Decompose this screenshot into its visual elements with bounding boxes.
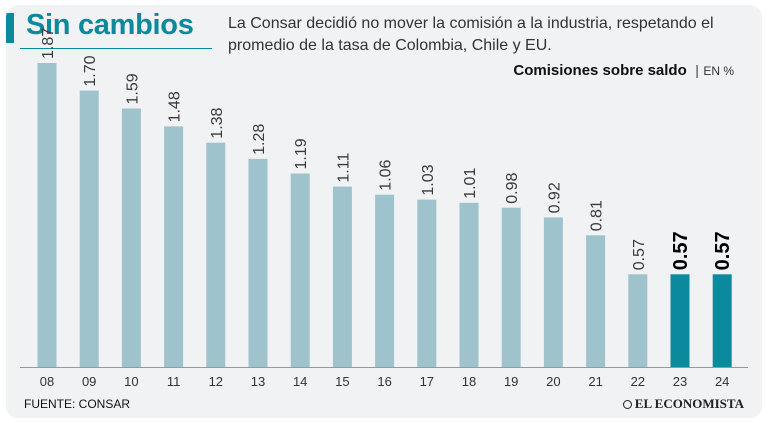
chart-title: Comisiones sobre saldo	[513, 62, 687, 79]
bar-15	[332, 186, 352, 367]
value-label-18: 1.01	[462, 168, 479, 199]
bar-18	[459, 202, 479, 367]
x-tick-label-19: 19	[504, 374, 518, 389]
chart-title-separator: |	[695, 62, 699, 78]
value-label-22: 0.57	[631, 239, 648, 270]
x-tick-label-18: 18	[462, 374, 476, 389]
source-note: FUENTE: CONSAR	[24, 397, 131, 411]
bar-11	[164, 126, 184, 368]
value-label-17: 1.03	[420, 164, 437, 195]
value-label-20: 0.92	[546, 182, 563, 213]
value-label-23: 0.57	[670, 231, 692, 270]
bar-13	[248, 158, 268, 367]
headline-title: Sin cambios	[26, 9, 194, 41]
value-label-24: 0.57	[712, 231, 734, 270]
x-tick-label-10: 10	[124, 374, 138, 389]
x-tick-label-21: 21	[588, 374, 602, 389]
bar-08	[37, 63, 57, 367]
x-tick-label-11: 11	[167, 374, 181, 389]
x-tick-label-09: 09	[82, 374, 96, 389]
bar-09	[79, 90, 99, 367]
value-label-21: 0.81	[589, 200, 606, 231]
x-tick-label-15: 15	[335, 374, 349, 389]
infographic-card: Sin cambios La Consar decidió no mover l…	[6, 5, 762, 418]
bar-17	[417, 199, 437, 367]
bar-19	[501, 207, 521, 367]
x-tick-label-08: 08	[40, 374, 54, 389]
chart-heading: Comisiones sobre saldo | EN %	[513, 62, 734, 80]
bar-22	[628, 274, 648, 367]
value-label-10: 1.59	[124, 73, 141, 104]
x-tick-label-14: 14	[293, 374, 307, 389]
x-tick-label-20: 20	[546, 374, 560, 389]
title-underline	[20, 48, 212, 49]
chart-unit-label: EN %	[703, 64, 734, 78]
value-label-15: 1.11	[335, 153, 352, 183]
bar-24	[712, 274, 732, 367]
x-tick-label-23: 23	[673, 374, 687, 389]
bar-14	[290, 173, 310, 367]
x-tick-label-17: 17	[420, 374, 434, 389]
x-tick-label-16: 16	[377, 374, 391, 389]
bar-21	[586, 235, 606, 367]
x-tick-label-22: 22	[631, 374, 645, 389]
publisher-name: EL ECONOMISTA	[634, 396, 744, 411]
bar-12	[206, 142, 226, 367]
bar-23	[670, 274, 690, 367]
publisher-logo: EL ECONOMISTA	[622, 396, 744, 412]
value-label-14: 1.19	[293, 138, 310, 169]
bar-20	[543, 217, 563, 367]
value-label-12: 1.38	[209, 107, 226, 138]
title-accent-bar	[6, 13, 14, 43]
bar-16	[375, 194, 395, 367]
value-label-09: 1.70	[82, 55, 99, 86]
bar-10	[121, 108, 141, 367]
value-label-11: 1.48	[167, 91, 184, 122]
x-tick-label-13: 13	[251, 374, 265, 389]
value-label-13: 1.28	[251, 124, 268, 155]
x-tick-label-12: 12	[209, 374, 223, 389]
value-label-16: 1.06	[378, 159, 395, 190]
headline-subtitle: La Consar decidió no mover la comisión a…	[228, 15, 714, 54]
bar-chart: 1.87 08 1.70 09 1.59 10 1.48 11 1.38 12 1.28 13 1.19…	[20, 28, 748, 389]
publisher-logo-icon	[622, 400, 632, 409]
value-label-08: 1.87	[40, 28, 57, 59]
x-tick-label-24: 24	[715, 374, 729, 389]
value-label-19: 0.98	[504, 172, 521, 203]
